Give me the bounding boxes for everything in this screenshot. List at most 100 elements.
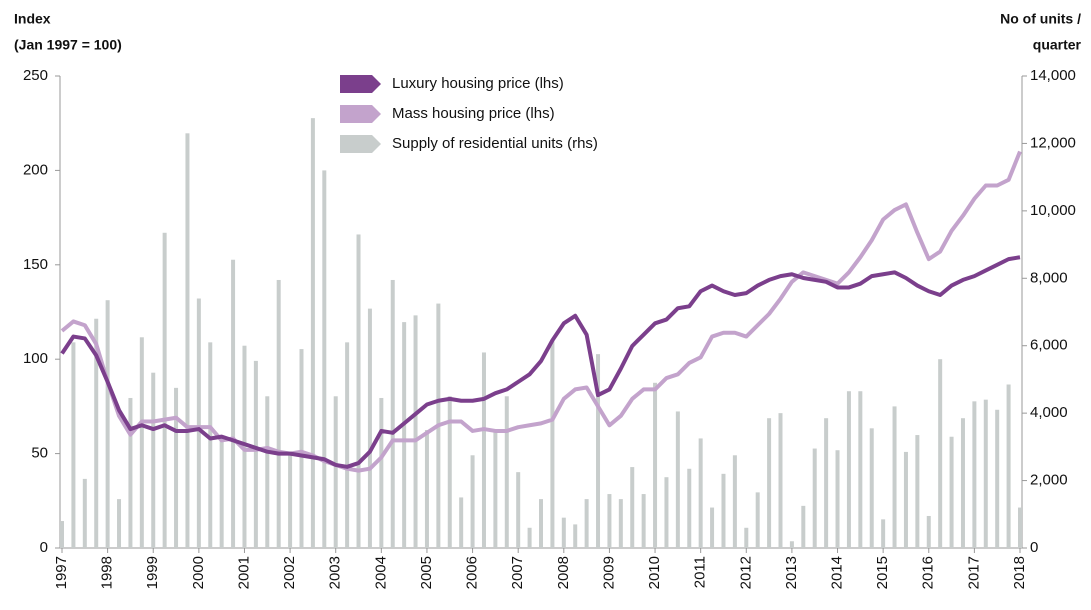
bar <box>539 499 543 548</box>
bar <box>196 298 201 548</box>
bar <box>881 519 886 548</box>
bar <box>94 318 99 548</box>
bar <box>812 448 817 548</box>
bar <box>687 468 692 548</box>
y2-axis-title: No of units / <box>1000 11 1081 27</box>
bar <box>402 322 407 548</box>
bar <box>185 133 190 549</box>
bar <box>265 396 270 548</box>
x-tick-label: 1997 <box>53 556 70 589</box>
x-tick-label: 2009 <box>600 556 617 589</box>
bar <box>345 342 350 548</box>
x-tick-label: 2004 <box>372 556 389 589</box>
bar <box>276 279 281 548</box>
y2-tick-label: 10,000 <box>1030 202 1076 219</box>
y-tick-label: 100 <box>23 350 48 367</box>
legend-swatch <box>340 105 381 123</box>
line <box>60 150 1022 473</box>
bar <box>310 118 315 549</box>
bar <box>82 478 87 548</box>
x-tick-label: 2000 <box>190 556 207 589</box>
bar <box>208 342 213 548</box>
bar <box>174 387 179 548</box>
bar <box>755 492 760 548</box>
x-tick-label: 2012 <box>737 556 754 589</box>
x-tick-label: 2015 <box>874 556 891 589</box>
bar <box>459 497 464 548</box>
bar <box>596 354 601 548</box>
bar <box>983 399 988 548</box>
bar <box>561 517 566 548</box>
legend-label: Luxury housing price (lhs) <box>392 75 564 92</box>
bar <box>926 515 931 548</box>
bar <box>527 527 532 548</box>
bar <box>219 440 224 548</box>
legend-label: Mass housing price (lhs) <box>392 105 555 122</box>
bar <box>1018 507 1022 548</box>
bar <box>390 279 395 548</box>
bar <box>151 372 156 548</box>
bar <box>493 430 498 548</box>
x-tick-label: 2008 <box>555 556 572 589</box>
bar <box>550 340 555 548</box>
y-tick-label: 0 <box>40 539 48 556</box>
bar <box>789 541 794 548</box>
bar <box>322 170 327 548</box>
bar <box>698 438 703 548</box>
bar <box>299 349 304 548</box>
bar <box>71 342 76 548</box>
y-axis-title: Index <box>14 11 51 27</box>
y-tick-label: 250 <box>23 67 48 84</box>
legend-swatch <box>340 135 381 153</box>
x-tick-label: 2001 <box>235 556 252 589</box>
bar <box>105 300 110 548</box>
bar <box>995 409 1000 548</box>
bar <box>481 352 486 548</box>
bar <box>915 435 920 548</box>
y2-axis-title: quarter <box>1033 37 1082 53</box>
bar <box>253 360 258 548</box>
bar <box>367 308 372 548</box>
bar <box>618 499 623 548</box>
bar <box>721 473 726 548</box>
bar <box>732 455 737 548</box>
bar <box>470 455 475 548</box>
bar <box>504 396 509 548</box>
y-tick-label: 150 <box>23 256 48 273</box>
bar <box>710 507 715 548</box>
x-tick-label: 2003 <box>327 556 344 589</box>
bar <box>824 418 829 548</box>
x-tick-label: 2010 <box>646 556 663 589</box>
x-tick-label: 2016 <box>920 556 937 589</box>
x-tick-label: 2018 <box>1011 556 1028 589</box>
bar <box>573 524 578 548</box>
bar <box>516 472 521 548</box>
bar <box>778 413 783 548</box>
bar <box>242 345 247 548</box>
y2-tick-label: 0 <box>1030 539 1038 556</box>
x-tick-label: 2002 <box>281 556 298 589</box>
x-tick-label: 2006 <box>464 556 481 589</box>
bar <box>903 451 908 548</box>
bar <box>379 397 384 548</box>
bar <box>333 396 338 548</box>
x-tick-label: 2013 <box>783 556 800 589</box>
y2-tick-label: 8,000 <box>1030 269 1068 286</box>
x-tick-label: 2014 <box>828 556 845 589</box>
x-tick-label: 2005 <box>418 556 435 589</box>
y2-tick-label: 2,000 <box>1030 472 1068 489</box>
bar <box>767 418 772 548</box>
bar <box>653 382 658 548</box>
y2-tick-label: 6,000 <box>1030 337 1068 354</box>
bar <box>949 436 954 548</box>
bar <box>162 232 167 548</box>
x-tick-label: 1999 <box>144 556 161 589</box>
bar <box>846 391 851 548</box>
y-tick-label: 50 <box>31 445 48 462</box>
bar <box>413 315 418 548</box>
x-tick-label: 1998 <box>99 556 116 589</box>
bar <box>288 453 293 548</box>
bar <box>892 406 897 548</box>
bar <box>869 428 874 548</box>
